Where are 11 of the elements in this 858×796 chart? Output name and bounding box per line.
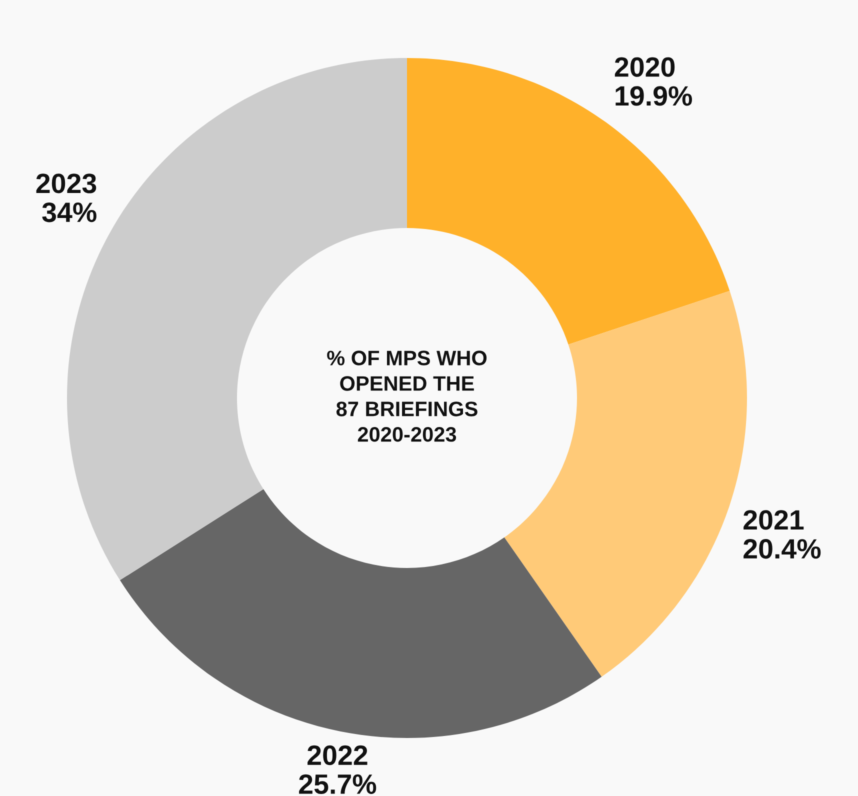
- slice-label: 2021: [744, 510, 804, 530]
- text: % OF MPS WHO OPENED THE 87 BRIEFINGS 2020-2023: [327, 350, 487, 442]
- slice-label: 2020: [614, 57, 675, 77]
- data-label: 34%: [42, 202, 96, 222]
- data-label: 20.4%: [744, 539, 821, 559]
- data-label: 25.7%: [299, 774, 376, 794]
- donut-slice: [120, 489, 602, 738]
- slice-label: 2023: [36, 174, 96, 194]
- slice-label: 2022: [308, 745, 368, 766]
- data-label: 19.9%: [616, 86, 692, 106]
- donut-slice: [407, 58, 730, 344]
